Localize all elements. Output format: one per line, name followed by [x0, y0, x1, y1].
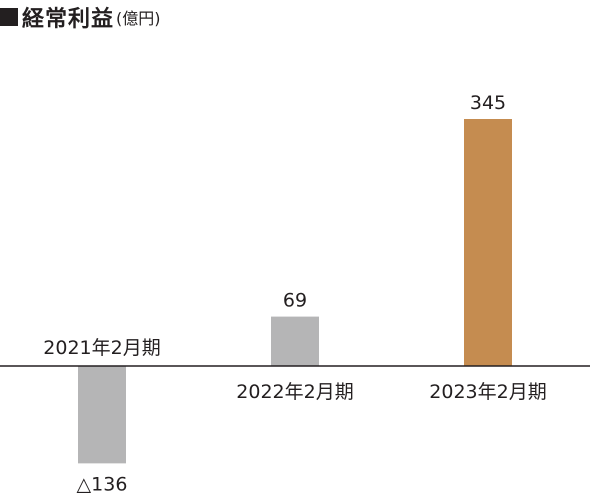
- unit-text: (億円): [116, 9, 161, 28]
- chart-title: 経常利益 (億円): [0, 0, 161, 34]
- title-text: 経常利益: [22, 7, 115, 32]
- bar-2021年2月期: [78, 366, 126, 464]
- value-label: △136: [77, 473, 128, 493]
- bar-2022年2月期: [271, 316, 319, 366]
- bar-2023年2月期: [464, 119, 512, 366]
- value-label: 69: [283, 290, 307, 312]
- category-label: 2022年2月期: [236, 381, 353, 403]
- square-bullet-icon: [0, 8, 18, 26]
- category-label: 2023年2月期: [429, 381, 546, 403]
- value-label: 345: [470, 92, 506, 114]
- category-label: 2021年2月期: [43, 337, 160, 359]
